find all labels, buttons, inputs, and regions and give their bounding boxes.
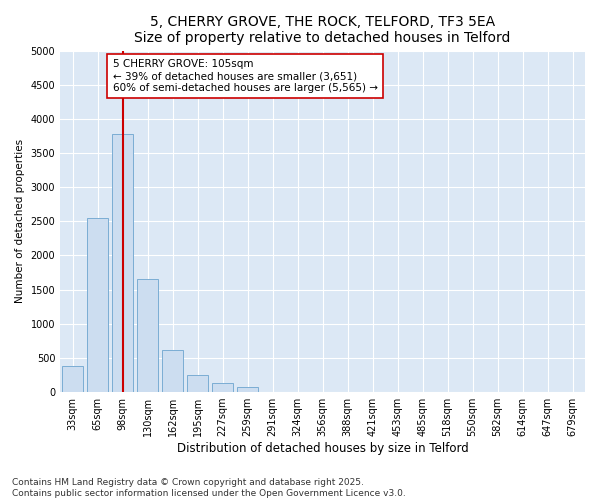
Bar bbox=[237, 388, 258, 392]
Text: 5 CHERRY GROVE: 105sqm
← 39% of detached houses are smaller (3,651)
60% of semi-: 5 CHERRY GROVE: 105sqm ← 39% of detached… bbox=[113, 60, 377, 92]
Bar bbox=[187, 375, 208, 392]
Bar bbox=[212, 383, 233, 392]
Bar bbox=[137, 278, 158, 392]
X-axis label: Distribution of detached houses by size in Telford: Distribution of detached houses by size … bbox=[177, 442, 469, 455]
Bar bbox=[87, 218, 108, 392]
Bar bbox=[62, 366, 83, 392]
Bar bbox=[162, 350, 183, 392]
Bar bbox=[112, 134, 133, 392]
Y-axis label: Number of detached properties: Number of detached properties bbox=[15, 139, 25, 304]
Title: 5, CHERRY GROVE, THE ROCK, TELFORD, TF3 5EA
Size of property relative to detache: 5, CHERRY GROVE, THE ROCK, TELFORD, TF3 … bbox=[134, 15, 511, 45]
Text: Contains HM Land Registry data © Crown copyright and database right 2025.
Contai: Contains HM Land Registry data © Crown c… bbox=[12, 478, 406, 498]
